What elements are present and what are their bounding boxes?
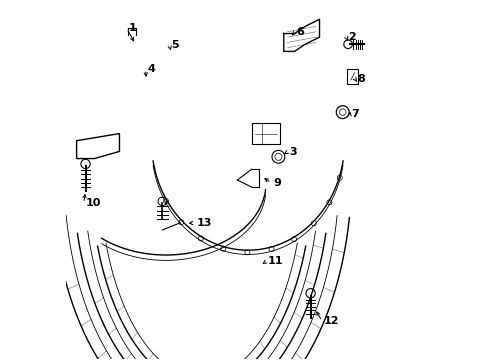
- FancyBboxPatch shape: [346, 69, 357, 84]
- Text: 13: 13: [196, 218, 211, 228]
- FancyBboxPatch shape: [251, 123, 280, 144]
- Text: 11: 11: [267, 256, 283, 266]
- Text: 2: 2: [347, 32, 355, 42]
- Text: 7: 7: [351, 109, 359, 119]
- Text: 5: 5: [171, 40, 179, 50]
- Text: 4: 4: [147, 64, 155, 74]
- Text: 10: 10: [85, 198, 101, 208]
- Text: 1: 1: [128, 23, 136, 33]
- Text: 6: 6: [296, 27, 304, 37]
- Text: 9: 9: [272, 178, 281, 188]
- Text: 12: 12: [323, 316, 339, 326]
- Text: 3: 3: [288, 147, 296, 157]
- Text: 8: 8: [356, 74, 364, 84]
